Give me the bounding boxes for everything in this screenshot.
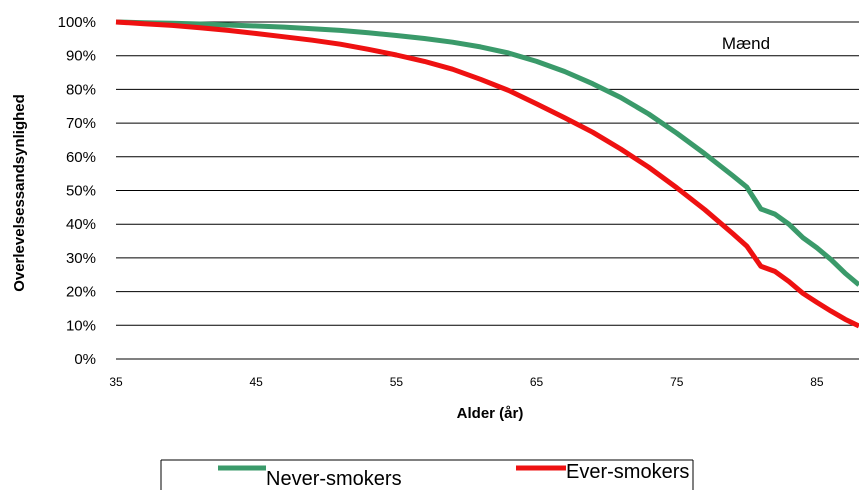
- y-tick-label: 20%: [66, 284, 96, 301]
- x-tick-label: 45: [250, 375, 264, 389]
- x-axis-ticks: 35 45 55 65 75 85: [109, 375, 824, 389]
- x-tick-label: 55: [390, 375, 404, 389]
- x-axis-title: Alder (år): [457, 405, 524, 422]
- y-axis-title: Overlevelsessandsynlighed: [11, 94, 28, 292]
- y-tick-label: 30%: [66, 250, 96, 267]
- series-lines: [115, 19, 859, 329]
- series-line-ever-smokers: [115, 19, 859, 329]
- y-tick-label: 100%: [58, 14, 96, 31]
- y-axis-ticks: 0% 10% 20% 30% 40% 50% 60% 70% 80% 90% 100%: [58, 14, 96, 368]
- y-tick-label: 60%: [66, 149, 96, 166]
- y-tick-label: 40%: [66, 216, 96, 233]
- x-tick-label: 85: [810, 375, 824, 389]
- y-tick-label: 70%: [66, 115, 96, 132]
- y-tick-label: 10%: [66, 317, 96, 334]
- x-tick-label: 35: [109, 375, 123, 389]
- x-tick-label: 75: [670, 375, 684, 389]
- y-tick-label: 50%: [66, 183, 96, 200]
- legend: Never-smokers Ever-smokers: [160, 459, 694, 490]
- annotation-maend: Mænd: [722, 34, 770, 53]
- y-tick-label: 0%: [74, 351, 96, 368]
- legend-label-ever-smokers: Ever-smokers: [566, 461, 689, 483]
- y-tick-label: 90%: [66, 48, 96, 65]
- x-tick-label: 65: [530, 375, 544, 389]
- series-line-never-smokers: [115, 19, 859, 287]
- y-tick-label: 80%: [66, 81, 96, 98]
- legend-label-never-smokers: Never-smokers: [266, 468, 402, 490]
- gridlines: [116, 21, 859, 326]
